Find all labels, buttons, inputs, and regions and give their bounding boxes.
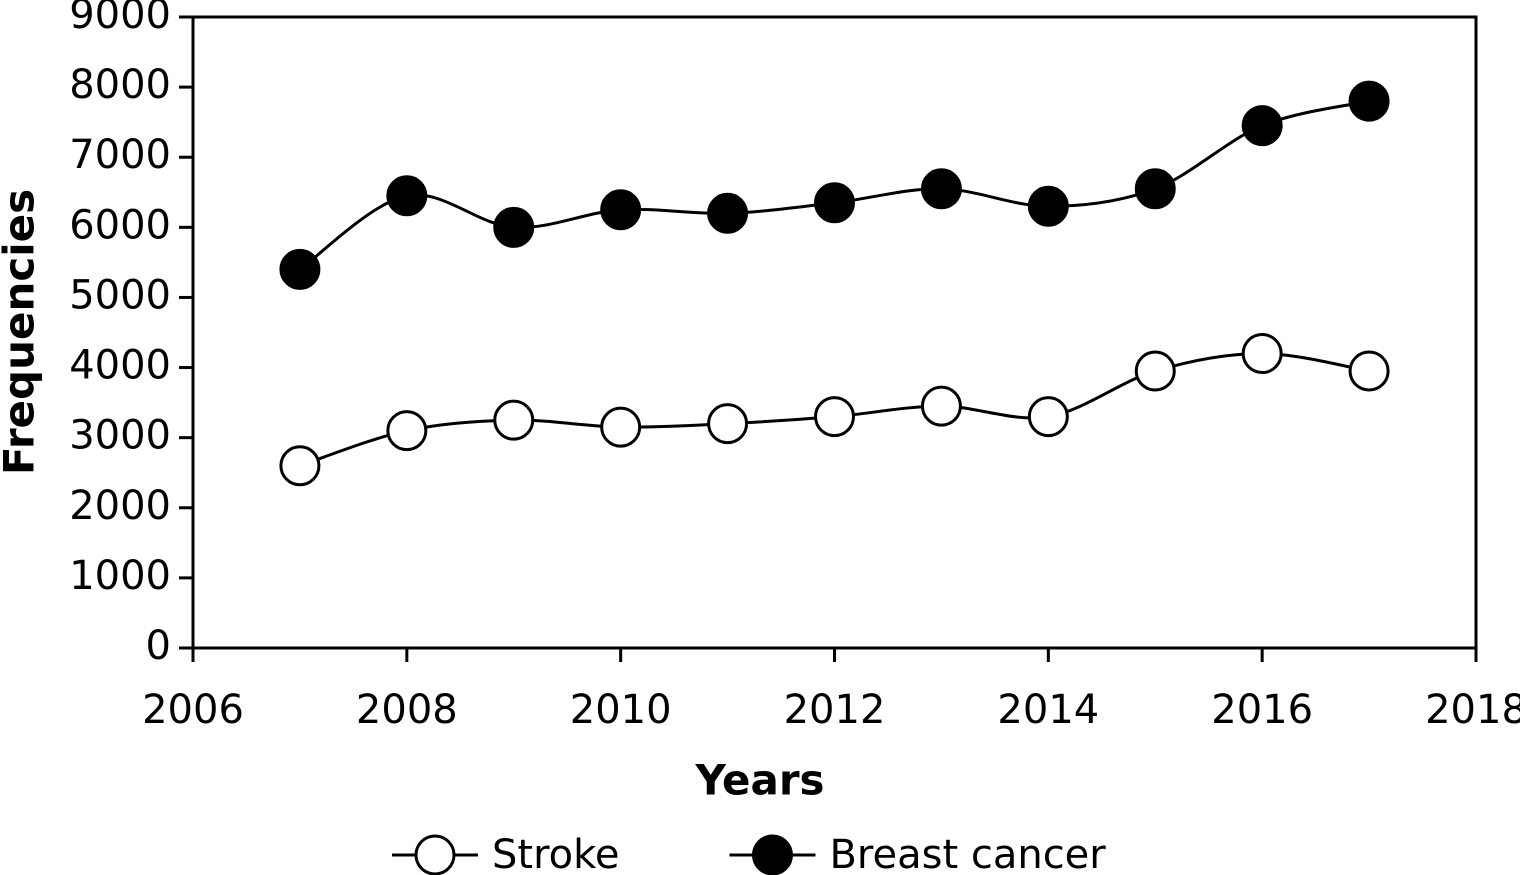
data-point xyxy=(814,182,855,224)
data-point xyxy=(920,385,962,427)
y-tick-label: 2000 xyxy=(69,483,171,529)
data-point xyxy=(1241,105,1283,147)
data-point xyxy=(707,403,749,445)
data-point xyxy=(920,168,962,210)
y-tick-label: 8000 xyxy=(69,62,171,108)
y-tick-label: 0 xyxy=(146,623,171,669)
legend-label: Breast cancer xyxy=(829,832,1106,875)
data-point xyxy=(493,206,535,248)
data-point xyxy=(386,175,428,217)
legend-marker xyxy=(751,834,793,875)
x-tick-label: 2012 xyxy=(784,687,886,733)
y-tick-label: 1000 xyxy=(69,553,171,599)
x-axis-label: Years xyxy=(694,756,824,805)
data-point xyxy=(1134,168,1176,210)
data-point xyxy=(386,410,428,452)
y-tick-label: 3000 xyxy=(69,413,171,459)
x-tick-label: 2018 xyxy=(1425,687,1520,733)
data-point xyxy=(1027,396,1069,438)
data-point xyxy=(814,396,855,438)
data-point xyxy=(279,248,321,290)
data-point xyxy=(279,445,321,487)
y-tick-label: 6000 xyxy=(69,202,171,248)
data-point xyxy=(1241,333,1283,375)
data-point xyxy=(1134,350,1176,392)
x-tick-label: 2014 xyxy=(997,687,1099,733)
data-point xyxy=(600,406,642,448)
data-point xyxy=(600,189,642,231)
x-tick-label: 2016 xyxy=(1211,687,1313,733)
x-tick-label: 2006 xyxy=(142,687,244,733)
legend-label: Stroke xyxy=(492,832,619,875)
y-tick-label: 4000 xyxy=(69,343,171,389)
data-point xyxy=(1348,350,1390,392)
data-point xyxy=(1348,80,1390,122)
x-tick-label: 2010 xyxy=(570,687,672,733)
y-tick-label: 5000 xyxy=(69,272,171,318)
y-tick-label: 9000 xyxy=(69,0,171,38)
data-point xyxy=(493,399,535,441)
data-point xyxy=(707,192,749,234)
plot-frame xyxy=(191,15,1478,650)
x-tick-label: 2008 xyxy=(356,687,458,733)
data-point xyxy=(1027,185,1069,227)
y-axis-label: Frequencies xyxy=(0,189,44,475)
y-tick-label: 7000 xyxy=(69,132,171,178)
legend-marker xyxy=(414,834,456,875)
